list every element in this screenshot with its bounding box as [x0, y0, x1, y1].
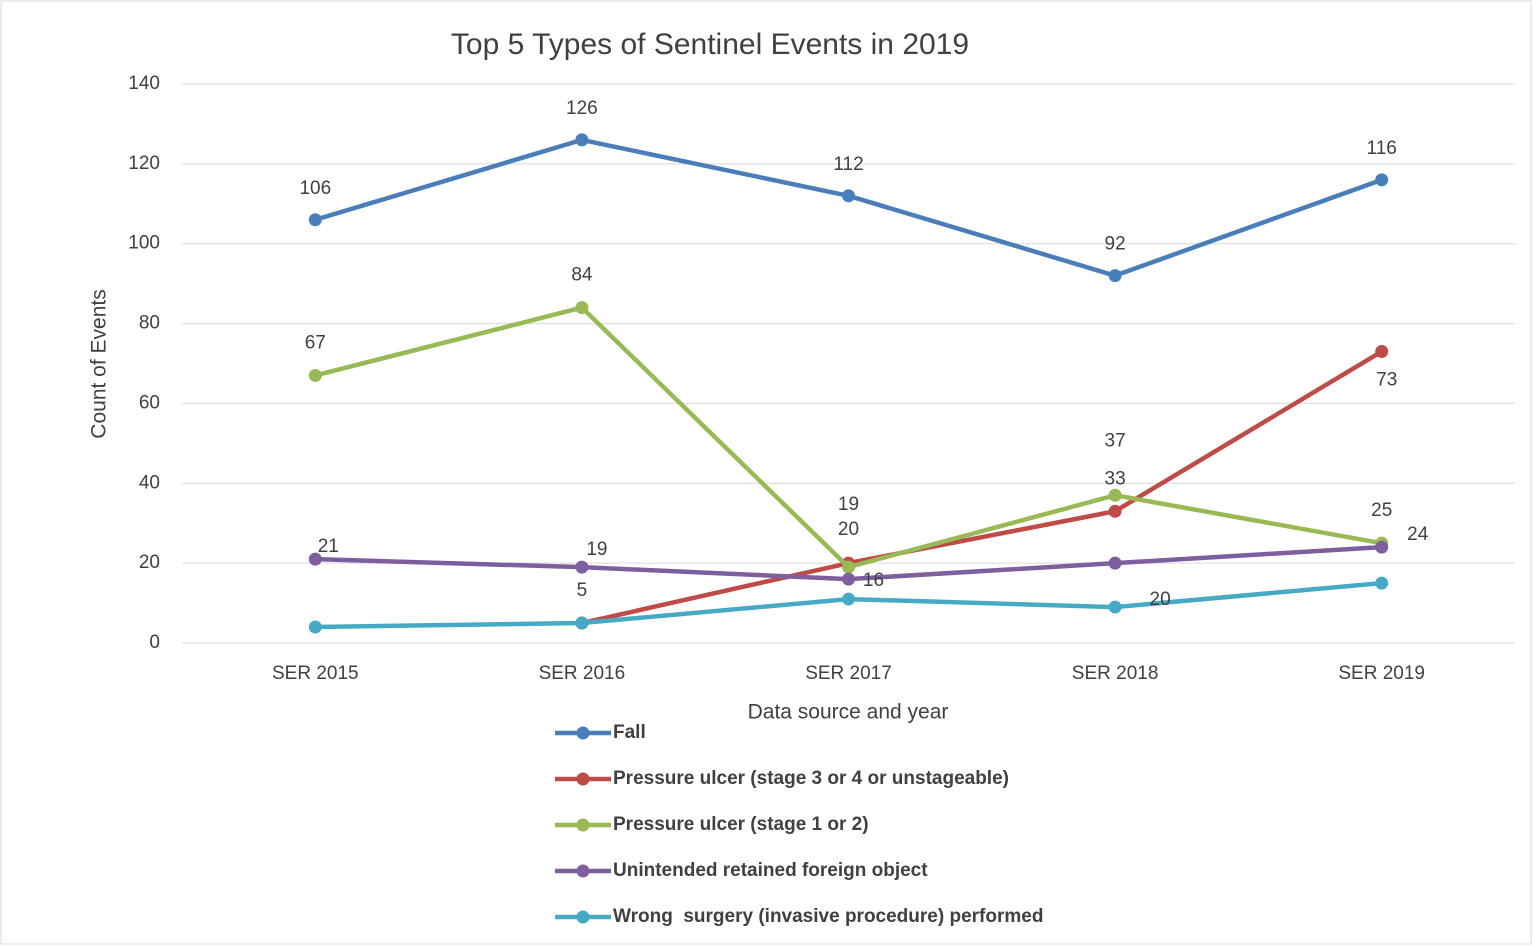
x-tick-label: SER 2015	[272, 663, 359, 684]
data-label: 20	[1150, 589, 1171, 610]
data-point	[1375, 173, 1389, 187]
data-label: 126	[566, 98, 598, 119]
x-tick-label: SER 2017	[805, 663, 892, 684]
data-point	[308, 552, 322, 566]
data-label: 5	[577, 580, 588, 601]
legend-label: Fall	[613, 722, 646, 743]
y-tick-label: 100	[128, 233, 160, 254]
data-label: 67	[305, 332, 326, 353]
y-tick-label: 0	[149, 632, 160, 653]
data-point	[1108, 504, 1122, 518]
legend-marker	[576, 726, 590, 740]
x-tick-label: SER 2019	[1338, 663, 1425, 684]
data-point	[575, 133, 589, 147]
data-point	[1108, 488, 1122, 502]
data-point	[1375, 540, 1389, 554]
legend-marker	[576, 910, 590, 924]
data-label: 16	[863, 570, 884, 591]
y-axis-label: Count of Events	[88, 289, 111, 438]
chart-title: Top 5 Types of Sentinel Events in 2019	[451, 28, 969, 61]
data-point	[1375, 345, 1389, 359]
y-tick-label: 140	[128, 73, 160, 94]
data-label: 73	[1376, 370, 1397, 391]
data-point	[308, 368, 322, 382]
data-label: 19	[838, 494, 859, 515]
y-tick-label: 120	[128, 153, 160, 174]
data-point	[1375, 576, 1389, 590]
y-tick-label: 20	[139, 552, 160, 573]
data-label: 19	[586, 539, 607, 560]
data-point	[1108, 600, 1122, 614]
x-tick-label: SER 2016	[539, 663, 626, 684]
legend-label: Unintended retained foreign object	[613, 860, 928, 881]
data-label: 20	[838, 519, 859, 540]
x-axis-label: Data source and year	[748, 701, 949, 724]
data-label: 37	[1105, 430, 1126, 451]
y-tick-label: 40	[139, 472, 160, 493]
legend-label: Pressure ulcer (stage 3 or 4 or unstagea…	[613, 768, 1009, 789]
data-label: 84	[571, 265, 593, 286]
data-label: 112	[833, 154, 863, 175]
data-label: 92	[1105, 234, 1126, 255]
data-point	[308, 620, 322, 634]
data-label: 116	[1367, 138, 1397, 159]
data-point	[575, 301, 589, 315]
data-point	[1108, 269, 1122, 283]
data-point	[575, 616, 589, 630]
y-tick-label: 80	[139, 313, 160, 334]
data-label: 21	[318, 536, 339, 557]
data-label: 33	[1105, 468, 1126, 489]
data-point	[842, 592, 855, 606]
data-point	[1108, 556, 1122, 570]
data-point	[842, 189, 855, 203]
data-label: 24	[1407, 524, 1429, 545]
y-tick-label: 60	[139, 392, 160, 413]
legend-marker	[576, 818, 590, 832]
legend-label: Wrong surgery (invasive procedure) perfo…	[613, 906, 1043, 927]
data-point	[842, 572, 855, 586]
x-tick-label: SER 2018	[1072, 663, 1159, 684]
data-point	[842, 560, 855, 574]
data-label: 106	[299, 178, 331, 199]
legend-marker	[576, 772, 590, 786]
data-point	[308, 213, 322, 227]
data-point	[575, 560, 589, 574]
data-label: 25	[1371, 500, 1392, 521]
legend-label: Pressure ulcer (stage 1 or 2)	[613, 814, 869, 835]
series-line	[581, 349, 1383, 626]
legend-marker	[576, 864, 590, 878]
